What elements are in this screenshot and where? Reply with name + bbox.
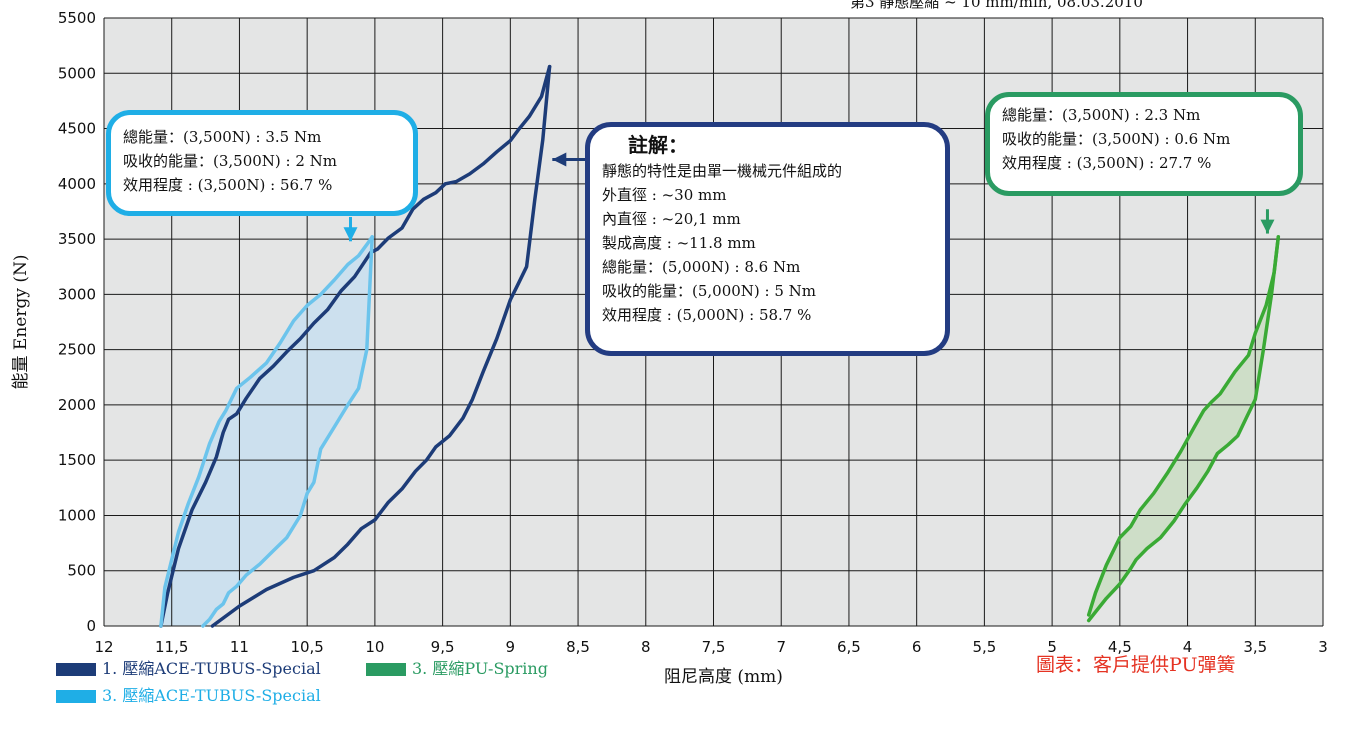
callout-notes: 註解： 靜態的特性是由單一機械元件組成的 外直徑 : ~30 mm 內直徑 : … <box>585 122 950 356</box>
x-tick-label: 6,5 <box>837 638 861 656</box>
x-tick-label: 12 <box>94 638 113 656</box>
callout-pointer-arrowhead <box>552 152 567 167</box>
callout-line: 外直徑 : ~30 mm <box>602 186 727 204</box>
x-tick-label: 8 <box>641 638 651 656</box>
x-tick-label: 7 <box>776 638 786 656</box>
y-tick-label: 1500 <box>58 451 96 469</box>
callout-pu-spring: 總能量：(3,500N) : 2.3 Nm 吸收的能量：(3,500N) : 0… <box>985 92 1303 196</box>
x-tick-label: 9 <box>506 638 516 656</box>
x-tick-label: 11 <box>230 638 249 656</box>
callout-line: 總能量：(3,500N) : 2.3 Nm <box>1002 106 1201 124</box>
callout-line: 效用程度 : (3,500N) : 27.7 % <box>1002 154 1212 172</box>
legend-item-tubus-3: 3. 壓縮ACE-TUBUS-Special <box>56 682 321 706</box>
callout-line: 總能量：(3,500N) : 3.5 Nm <box>123 128 322 146</box>
series-line-tubus-3-unloading <box>201 235 374 628</box>
y-tick-label: 3000 <box>58 285 96 303</box>
callout-line: 製成高度 : ~11.8 mm <box>602 234 756 252</box>
x-tick-label: 10 <box>365 638 384 656</box>
callout-line: 吸收的能量：(5,000N) : 5 Nm <box>602 282 817 300</box>
x-tick-label: 4 <box>1183 638 1193 656</box>
legend-label: 3. 壓縮PU-Spring <box>412 659 548 678</box>
y-tick-label: 3500 <box>58 230 96 248</box>
hysteresis-area-pu-spring <box>1088 236 1279 621</box>
callout-pointer-arrowhead <box>343 227 358 242</box>
y-tick-label: 2000 <box>58 396 96 414</box>
legend-item-tubus-1: 1. 壓縮ACE-TUBUS-Special <box>56 655 321 679</box>
callout-heading: 註解： <box>628 133 688 157</box>
y-tick-label: 5500 <box>58 9 96 27</box>
x-tick-label: 5,5 <box>972 638 996 656</box>
x-tick-label: 9,5 <box>431 638 455 656</box>
x-tick-label: 4,5 <box>1108 638 1132 656</box>
callout-pointer-arrowhead <box>1260 219 1275 234</box>
series-line-tubus-1-unloading <box>210 64 552 628</box>
legend-item-pu-spring: 3. 壓縮PU-Spring <box>366 655 548 679</box>
callout-line: 總能量：(5,000N) : 8.6 Nm <box>602 258 801 276</box>
callout-line: 內直徑 : ~20,1 mm <box>602 210 741 228</box>
callout-line: 效用程度 : (5,000N) : 58.7 % <box>602 306 812 324</box>
series-line-pu-spring-loading <box>1086 235 1281 617</box>
callout-line: 吸收的能量：(3,500N) : 2 Nm <box>123 152 338 170</box>
series-line-tubus-1-loading <box>159 64 552 628</box>
legend-label: 1. 壓縮ACE-TUBUS-Special <box>102 659 321 678</box>
y-tick-label: 2500 <box>58 341 96 359</box>
x-axis-title: 阻尼高度 (mm) <box>664 667 783 687</box>
legend-swatch <box>366 663 406 676</box>
callout-line: 吸收的能量：(3,500N) : 0.6 Nm <box>1002 130 1231 148</box>
y-tick-label: 1000 <box>58 506 96 524</box>
legend-swatch <box>56 690 96 703</box>
y-axis-title: 能量 Energy (N) <box>11 255 31 390</box>
callout-line: 效用程度 : (3,500N) : 56.7 % <box>123 176 333 194</box>
x-tick-label: 3 <box>1318 638 1328 656</box>
y-tick-label: 500 <box>67 562 96 580</box>
x-tick-label: 10,5 <box>290 638 323 656</box>
callout-tubus-3: 總能量：(3,500N) : 3.5 Nm 吸收的能量：(3,500N) : 2… <box>106 110 418 216</box>
series-line-pu-spring-unloading <box>1086 235 1281 623</box>
y-tick-label: 5000 <box>58 64 96 82</box>
chart-credit: 圖表：客戶提供PU彈簧 <box>1036 654 1236 676</box>
x-tick-label: 11,5 <box>155 638 188 656</box>
hysteresis-area-tubus-3 <box>160 236 373 626</box>
legend-swatch <box>56 663 96 676</box>
y-tick-label: 4500 <box>58 120 96 138</box>
legend-label: 3. 壓縮ACE-TUBUS-Special <box>102 686 321 705</box>
x-tick-label: 3,5 <box>1243 638 1267 656</box>
y-tick-label: 0 <box>86 617 96 635</box>
series-line-tubus-3-loading <box>159 235 374 628</box>
x-tick-label: 8,5 <box>566 638 590 656</box>
header-note: 第3 靜態壓縮 ~ 10 mm/min, 08.03.2010 <box>850 0 1143 11</box>
x-tick-label: 6 <box>912 638 922 656</box>
y-tick-label: 4000 <box>58 175 96 193</box>
x-tick-label: 7,5 <box>702 638 726 656</box>
callout-line: 靜態的特性是由單一機械元件組成的 <box>602 162 843 180</box>
x-tick-label: 5 <box>1047 638 1057 656</box>
